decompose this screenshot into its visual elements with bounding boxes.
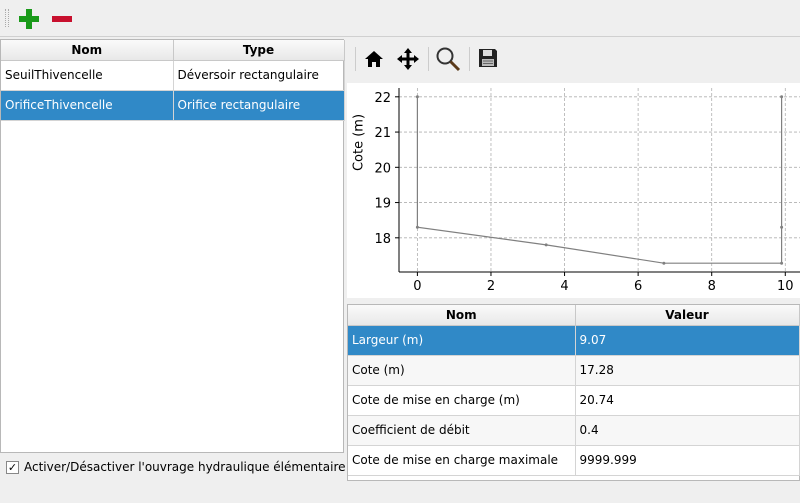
- x-tick-label: 8: [708, 279, 716, 294]
- separator: [355, 47, 356, 71]
- x-tick-label: 10: [777, 279, 794, 294]
- parameters-table: Nom Valeur Largeur (m) 9.07 Cote (m) 17.28 …: [347, 304, 800, 481]
- structures-table: Nom Type SeuilThivencelle Déversoir rectan…: [0, 39, 345, 453]
- y-tick-label: 21: [374, 126, 391, 141]
- table-row[interactable]: Cote de mise en charge (m) 20.74: [348, 385, 800, 416]
- cell-valeur[interactable]: 9.07: [575, 325, 800, 356]
- x-tick-label: 2: [487, 279, 495, 294]
- cell-type[interactable]: Déversoir rectangulaire: [173, 60, 345, 91]
- chart-svg[interactable]: 0 2 4 6 8 10 18 19 20 21 22: [347, 83, 800, 298]
- minus-icon[interactable]: [52, 16, 72, 22]
- profile-point: [780, 95, 784, 99]
- plus-icon[interactable]: [19, 9, 39, 29]
- profile-point: [780, 261, 784, 265]
- y-axis-label: Cote (m): [351, 113, 367, 172]
- cell-type[interactable]: Orifice rectangulaire: [173, 90, 345, 121]
- plot-toolbar: [353, 40, 800, 78]
- y-tick-label: 19: [374, 197, 391, 212]
- cell-nom[interactable]: SeuilThivencelle: [1, 60, 174, 91]
- home-icon[interactable]: [364, 50, 384, 68]
- x-tick-label: 4: [560, 279, 568, 294]
- activate-checkbox-label[interactable]: Activer/Désactiver l'ouvrage hydraulique…: [24, 460, 346, 474]
- table-row[interactable]: Largeur (m) 9.07: [348, 325, 800, 356]
- cell-nom[interactable]: Largeur (m): [348, 325, 576, 356]
- zoom-icon[interactable]: [435, 46, 461, 72]
- table-row[interactable]: SeuilThivencelle Déversoir rectangulaire: [1, 60, 345, 91]
- cell-valeur[interactable]: 17.28: [575, 355, 800, 386]
- cell-valeur[interactable]: 0.4: [575, 415, 800, 446]
- cell-nom[interactable]: OrificeThivencelle: [1, 90, 174, 121]
- profile-point: [662, 261, 666, 265]
- profile-chart[interactable]: 0 2 4 6 8 10 18 19 20 21 22 Cote (m): [347, 83, 800, 298]
- table-row[interactable]: Coefficient de débit 0.4: [348, 415, 800, 446]
- cell-valeur[interactable]: 20.74: [575, 385, 800, 416]
- cell-nom[interactable]: Cote (m): [348, 355, 576, 386]
- separator: [469, 47, 470, 71]
- profile-point: [415, 95, 419, 99]
- toolbar-grip[interactable]: [5, 9, 9, 27]
- column-header-type[interactable]: Type: [173, 40, 345, 61]
- cell-nom[interactable]: Coefficient de débit: [348, 415, 576, 446]
- profile-line: [416, 96, 783, 264]
- profile-point: [415, 225, 419, 229]
- profile-point: [780, 225, 784, 229]
- pan-icon[interactable]: [396, 47, 420, 71]
- activate-checkbox[interactable]: ✓: [6, 461, 19, 474]
- separator: [428, 47, 429, 71]
- column-header-nom[interactable]: Nom: [348, 305, 576, 326]
- table-row[interactable]: Cote de mise en charge maximale 9999.999: [348, 445, 800, 476]
- cell-nom[interactable]: Cote de mise en charge (m): [348, 385, 576, 416]
- column-header-valeur[interactable]: Valeur: [575, 305, 800, 326]
- y-tick-label: 22: [374, 91, 391, 106]
- profile-point: [544, 243, 548, 247]
- y-tick-label: 18: [374, 232, 391, 247]
- column-header-nom[interactable]: Nom: [1, 40, 174, 61]
- table-row[interactable]: OrificeThivencelle Orifice rectangulaire: [1, 90, 345, 121]
- save-icon[interactable]: [478, 48, 498, 68]
- cell-valeur[interactable]: 9999.999: [575, 445, 800, 476]
- y-tick-label: 20: [374, 161, 391, 176]
- table-row[interactable]: Cote (m) 17.28: [348, 355, 800, 386]
- x-tick-label: 0: [413, 279, 421, 294]
- cell-nom[interactable]: Cote de mise en charge maximale: [348, 445, 576, 476]
- x-tick-label: 6: [634, 279, 642, 294]
- main-toolbar: [0, 0, 800, 37]
